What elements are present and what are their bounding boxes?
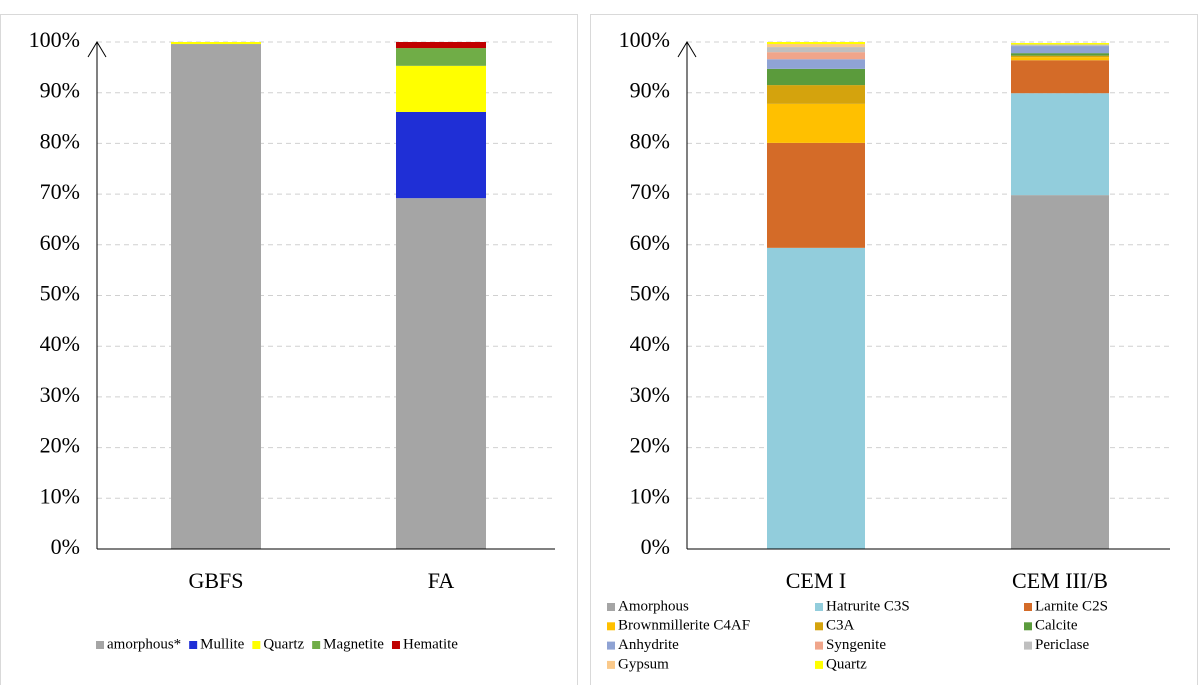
- y-tick-label: 70%: [630, 179, 670, 204]
- panel-border: [0, 14, 578, 685]
- bar-segment: [767, 85, 865, 104]
- legend-label: Brownmillerite C4AF: [618, 618, 750, 634]
- y-tick-label: 40%: [40, 331, 80, 356]
- y-tick-label: 10%: [630, 483, 670, 508]
- y-tick-label: 100%: [29, 27, 80, 52]
- y-tick-label: 60%: [630, 230, 670, 255]
- bar-segment: [767, 42, 865, 45]
- y-tick-label: 50%: [40, 281, 80, 306]
- legend-label: Mullite: [200, 636, 245, 652]
- legend-swatch: [391, 641, 400, 649]
- legend-swatch: [815, 622, 823, 631]
- y-tick-label: 60%: [40, 230, 80, 255]
- legend-label: Anhydrite: [618, 637, 679, 653]
- bar-segment: [1011, 44, 1109, 47]
- legend-swatch: [312, 641, 321, 649]
- y-tick-label: 20%: [40, 433, 80, 458]
- x-tick-label: FA: [428, 568, 455, 593]
- legend-swatch: [1024, 641, 1032, 650]
- y-tick-label: 40%: [630, 331, 670, 356]
- axis-arrow: [87, 41, 107, 58]
- legend-swatch: [607, 622, 615, 631]
- legend-label: Gypsum: [618, 656, 669, 672]
- legend-label: Hatrurite C3S: [826, 598, 910, 614]
- y-tick-label: 30%: [40, 382, 80, 407]
- panel-border: [590, 14, 1198, 685]
- bar-segment: [396, 111, 486, 199]
- bar-segment: [1011, 195, 1109, 549]
- bar-segment: [171, 44, 261, 549]
- x-tick-label: CEM I: [786, 568, 847, 593]
- bar-segment: [396, 198, 486, 549]
- x-tick-label: GBFS: [188, 568, 243, 593]
- bar-segment: [396, 65, 486, 112]
- legend-label: Amorphous: [618, 598, 689, 614]
- bar-segment: [767, 247, 865, 550]
- bar-segment: [767, 47, 865, 53]
- x-tick-label: CEM III/B: [1012, 568, 1108, 593]
- legend-label: Larnite C2S: [1035, 598, 1108, 614]
- legend-swatch: [607, 641, 615, 650]
- legend-label: Hematite: [403, 636, 458, 652]
- legend-swatch: [1024, 603, 1032, 611]
- legend-label: Calcite: [1035, 618, 1078, 634]
- legend-swatch: [1024, 622, 1032, 631]
- y-tick-label: 90%: [40, 78, 80, 103]
- legend-label: Quartz: [826, 656, 867, 672]
- y-tick-label: 10%: [40, 483, 80, 508]
- y-tick-label: 80%: [630, 128, 670, 153]
- bar-segment: [1011, 46, 1109, 54]
- y-tick-label: 30%: [630, 382, 670, 407]
- legend-swatch: [607, 660, 615, 669]
- legend-label: Quartz: [263, 636, 304, 652]
- legend-swatch: [815, 641, 823, 650]
- legend-label: Magnetite: [323, 636, 384, 652]
- legend-swatch: [607, 603, 615, 611]
- y-tick-label: 90%: [630, 78, 670, 103]
- legend-label: Syngenite: [826, 637, 886, 653]
- legend-label: Periclase: [1035, 637, 1089, 653]
- bar-segment: [1011, 93, 1109, 196]
- legend-swatch: [252, 641, 261, 649]
- bar-segment: [1011, 57, 1109, 61]
- bar-segment: [767, 142, 865, 248]
- bar-segment: [767, 59, 865, 69]
- bar-segment: [767, 44, 865, 48]
- y-tick-label: 20%: [630, 433, 670, 458]
- y-tick-label: 0%: [51, 534, 80, 559]
- bar-segment: [1011, 60, 1109, 94]
- y-tick-label: 80%: [40, 128, 80, 153]
- bar-segment: [1011, 53, 1109, 56]
- bar-segment: [171, 42, 261, 45]
- bar-segment: [767, 103, 865, 143]
- bar-segment: [1011, 55, 1109, 58]
- bar-segment: [396, 42, 486, 49]
- y-tick-label: 0%: [641, 534, 670, 559]
- bar-segment: [396, 48, 486, 66]
- legend-swatch: [815, 603, 823, 611]
- bar-segment: [1011, 43, 1109, 45]
- y-tick-label: 50%: [630, 281, 670, 306]
- legend-swatch: [189, 641, 198, 649]
- legend-label: amorphous*: [107, 636, 181, 652]
- legend-swatch: [96, 641, 104, 649]
- y-tick-label: 100%: [619, 27, 670, 52]
- y-tick-label: 70%: [40, 179, 80, 204]
- legend-swatch: [815, 660, 823, 669]
- axis-arrow: [677, 41, 697, 58]
- bar-segment: [767, 52, 865, 60]
- legend-label: C3A: [826, 618, 855, 634]
- bar-segment: [767, 68, 865, 86]
